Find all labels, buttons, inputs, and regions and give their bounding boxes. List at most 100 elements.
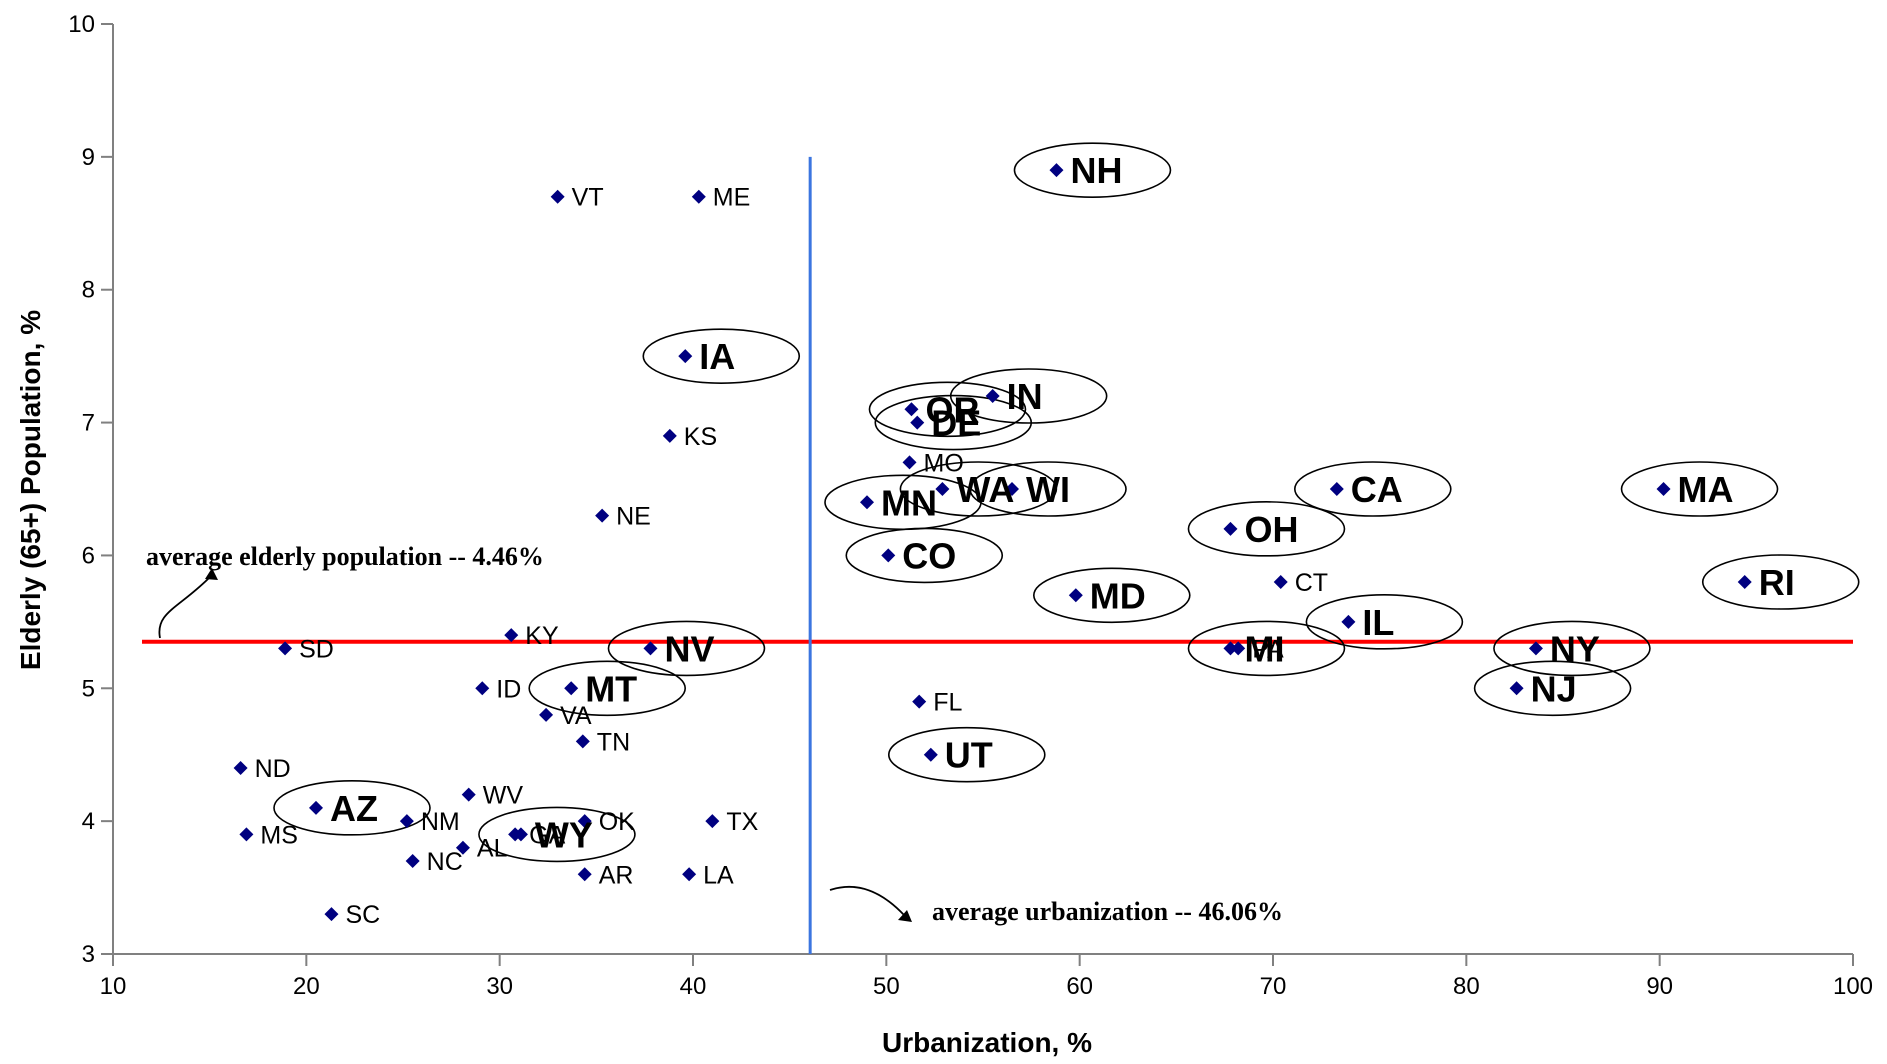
point-label: WY [535,814,593,855]
highlight-ellipses [273,142,1860,863]
point-label: MD [1090,575,1146,616]
point-label: RI [1759,562,1795,603]
data-point [678,349,693,364]
highlight-ellipse [1187,620,1346,677]
data-point [860,495,874,510]
data-point [935,482,950,496]
x-tick-label: 30 [486,973,513,1000]
highlight-ellipse [845,527,1004,584]
y-axis-title: Elderly (65+) Population, % [15,310,46,670]
urbanization-arrow-head [898,910,912,922]
data-point [705,814,720,829]
urbanization-annotation-arrow [829,885,905,916]
data-point [904,402,919,417]
average-elderly-annotation: average elderly population -- 4.46% [146,542,544,571]
data-point [1656,482,1671,496]
point-label: NC [427,848,463,876]
point-label: GA [529,821,565,849]
axes: 3 4 5 6 7 8 9 10 10 20 30 40 50 60 70 80 90 100 [68,11,1873,1000]
x-tick-label: 60 [1066,973,1093,1000]
y-tick-label: 4 [82,808,95,835]
point-label: MS [260,821,298,849]
highlight-ellipse [1620,461,1779,517]
highlight-ellipse [868,381,1027,438]
data-point [881,548,896,563]
data-point [550,189,565,204]
point-label: OK [599,808,635,836]
data-point [508,827,523,842]
elderly-arrow-head [205,568,218,580]
point-label: MT [585,668,637,709]
data-point [239,827,254,842]
x-tick-label: 10 [100,973,127,1000]
data-point [662,428,677,443]
point-label: NJ [1531,668,1577,709]
data-point [985,389,1000,403]
data-point [691,189,706,204]
y-tick-label: 8 [82,277,95,304]
highlight-ellipse [1305,594,1464,650]
data-point [643,641,658,656]
data-point [233,761,248,775]
point-label: MA [1678,469,1734,510]
data-point [902,455,917,470]
point-label: MN [881,482,937,523]
point-label: SC [345,901,380,929]
highlight-ellipse [1033,567,1191,624]
data-point [564,681,579,696]
data-point [1509,681,1524,696]
x-tick-label: 90 [1646,973,1673,1000]
highlight-ellipse [1493,620,1651,677]
point-label: FL [933,689,962,717]
y-tick-label: 6 [82,542,95,569]
point-label: NE [616,503,651,531]
point-label: ID [496,675,521,703]
highlight-ellipse [478,806,636,863]
highlight-ellipse [642,328,801,384]
y-tick-label: 9 [82,144,95,171]
point-label: TN [597,728,630,756]
data-point [577,867,592,882]
data-point [461,787,476,802]
data-point [912,694,927,709]
highlight-ellipse [607,620,766,677]
highlight-ellipse [1294,461,1452,517]
point-label: CT [1295,569,1328,597]
point-label: AR [599,861,634,889]
data-point [1068,588,1083,603]
data-point [595,508,610,523]
point-label: OH [1244,509,1298,550]
point-label: NY [1550,628,1600,669]
data-point [575,734,590,749]
y-tick-label: 3 [82,941,95,968]
data-point [1329,482,1344,496]
point-label: IN [1007,376,1043,417]
y-tick-label: 7 [82,410,95,437]
highlight-ellipse [1473,660,1632,717]
point-label: PA [1252,635,1284,663]
data-point [455,840,470,855]
average-urbanization-annotation: average urbanization -- 46.06% [932,897,1283,926]
point-label: DE [931,403,981,444]
highlight-ellipse [273,780,431,836]
point-label: IA [699,336,735,377]
data-point [1223,641,1238,656]
highlight-ellipse [1187,501,1346,557]
point-label: TX [726,808,758,836]
data-point [475,681,490,696]
data-point [1223,521,1238,536]
x-axis-title: Urbanization, % [882,1027,1092,1058]
elderly-annotation-arrow [158,574,213,639]
point-label: ND [255,755,291,783]
data-point [309,800,323,815]
point-label: OR [925,389,979,430]
point-label: AL [477,835,508,863]
point-label: LA [703,861,734,889]
point-label: KS [684,423,717,451]
data-point [1341,614,1356,629]
point-label: CO [902,535,956,576]
reference-lines [142,156,1853,954]
x-tick-label: 20 [293,973,320,1000]
point-label: AZ [330,788,378,829]
